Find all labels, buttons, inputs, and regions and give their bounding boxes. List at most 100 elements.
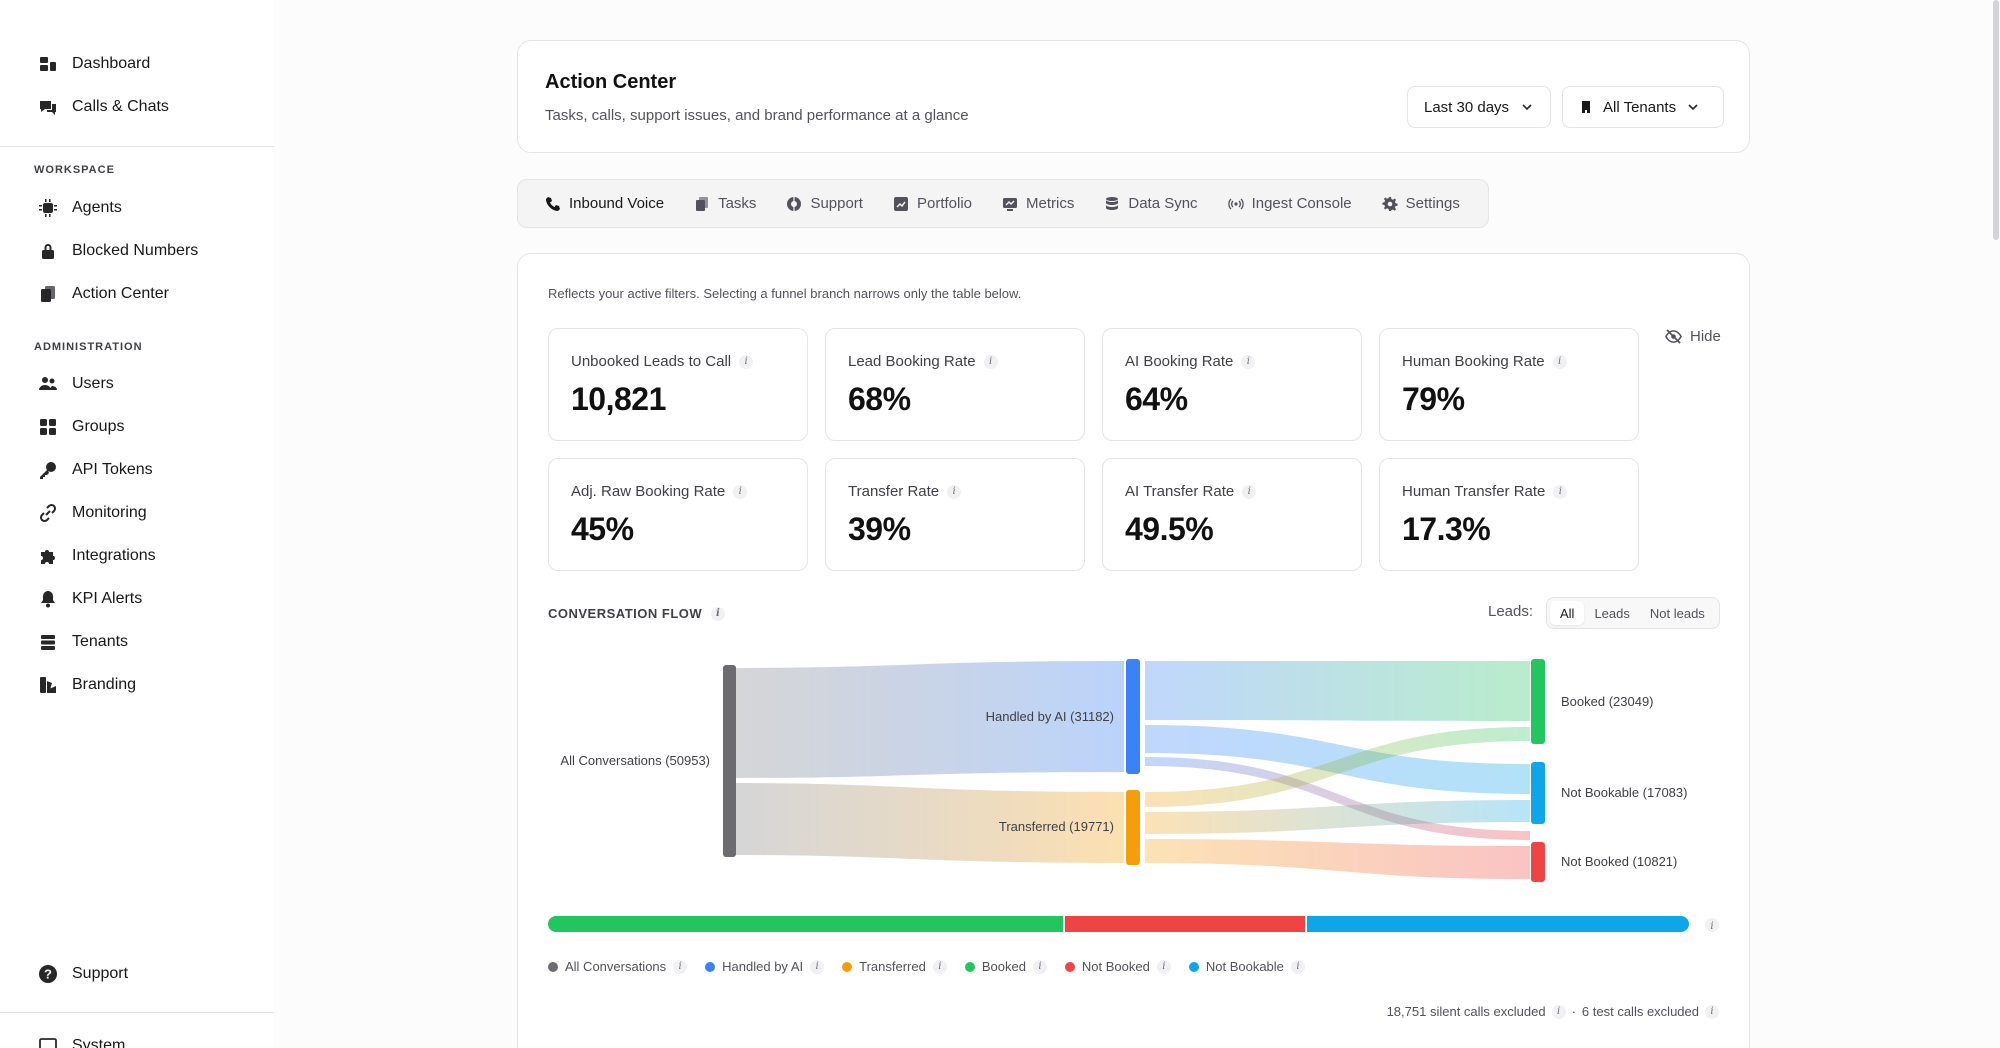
kpi-ai-transfer-rate[interactable]: AI Transfer Rate i 49.5% (1102, 458, 1362, 571)
tab-support[interactable]: Support (771, 186, 878, 222)
outcome-bar-join (1055, 916, 1063, 932)
legend-booked[interactable]: Booked i (964, 959, 1047, 974)
tab-tasks[interactable]: Tasks (679, 186, 771, 222)
tab-label: Inbound Voice (569, 195, 665, 212)
sidebar-item-groups[interactable]: Groups (38, 411, 124, 443)
tab-ingest-console[interactable]: Ingest Console (1213, 186, 1367, 222)
sidebar-item-agents[interactable]: Agents (38, 192, 122, 224)
link-all-to-ai[interactable] (730, 661, 1124, 778)
outcome-bar-booked[interactable] (548, 916, 1063, 932)
sidebar-item-calls-chats[interactable]: Calls & Chats (38, 91, 169, 123)
sidebar-item-monitoring[interactable]: Monitoring (38, 497, 147, 529)
node-transferred[interactable] (1126, 790, 1140, 865)
link-ai-to-not-booked[interactable] (1145, 757, 1530, 840)
tab-inbound-voice[interactable]: Inbound Voice (530, 186, 679, 222)
link-ai-to-booked[interactable] (1145, 661, 1530, 721)
sidebar-item-support[interactable]: ? Support (38, 958, 128, 990)
clipboard-icon (38, 284, 58, 304)
node-not-booked[interactable] (1531, 842, 1545, 882)
info-icon[interactable]: i (711, 606, 726, 621)
bell-icon (38, 589, 58, 609)
info-icon[interactable]: i (1156, 959, 1171, 974)
tab-data-sync[interactable]: Data Sync (1089, 186, 1212, 222)
page-scrollbar[interactable] (1993, 0, 1999, 240)
sidebar-item-users[interactable]: Users (38, 368, 114, 400)
node-all-conversations[interactable] (723, 665, 736, 857)
legend-label: Handled by AI (722, 959, 804, 974)
monitor-icon (1003, 197, 1018, 211)
kpi-value: 17.3% (1402, 511, 1491, 547)
legend-transferred[interactable]: Transferred i (842, 959, 947, 974)
info-icon[interactable]: i (1032, 959, 1047, 974)
sidebar-item-branding[interactable]: Branding (38, 669, 136, 701)
page-subtitle: Tasks, calls, support issues, and brand … (545, 107, 969, 124)
tab-settings[interactable]: Settings (1367, 186, 1475, 222)
legend-not-bookable[interactable]: Not Bookable i (1188, 959, 1305, 974)
kpi-human-transfer-rate[interactable]: Human Transfer Rate i 17.3% (1379, 458, 1639, 571)
kpi-lead-booking-rate[interactable]: Lead Booking Rate i 68% (825, 328, 1085, 441)
link-transferred-to-booked[interactable] (1145, 727, 1530, 807)
info-icon[interactable]: i (1552, 354, 1567, 369)
node-handled-by-ai[interactable] (1126, 659, 1140, 774)
tab-label: Settings (1405, 195, 1460, 212)
info-icon[interactable] (1705, 918, 1719, 932)
info-icon[interactable]: i (947, 484, 962, 499)
sidebar-item-label: Tenants (72, 633, 129, 650)
sidebar-item-system[interactable]: System (38, 1030, 125, 1048)
info-icon[interactable]: i (1242, 484, 1257, 499)
sidebar-item-label: System (72, 1037, 126, 1048)
sidebar-item-blocked-numbers[interactable]: Blocked Numbers (38, 235, 198, 267)
legend-all-conversations[interactable]: All Conversations i (548, 959, 688, 974)
kpi-transfer-rate[interactable]: Transfer Rate i 39% (825, 458, 1085, 571)
tab-metrics[interactable]: Metrics (987, 186, 1089, 222)
info-icon[interactable]: i (1553, 484, 1568, 499)
kpi-adj-raw-booking-rate[interactable]: Adj. Raw Booking Rate i 45% (548, 458, 808, 571)
info-icon[interactable]: i (673, 959, 688, 974)
sidebar-item-label: KPI Alerts (72, 590, 143, 607)
kpi-value: 79% (1402, 381, 1465, 417)
hide-kpis-button[interactable]: Hide (1665, 328, 1721, 345)
sidebar-item-label: Monitoring (72, 504, 147, 521)
info-icon[interactable]: i (1705, 1004, 1719, 1019)
kpi-human-booking-rate[interactable]: Human Booking Rate i 79% (1379, 328, 1639, 441)
tenant-select[interactable]: All Tenants (1562, 86, 1724, 128)
sidebar-item-integrations[interactable]: Integrations (38, 540, 156, 572)
sidebar-item-tenants[interactable]: Tenants (38, 626, 128, 658)
outcome-bar-not-bookable[interactable] (1307, 916, 1689, 932)
info-icon[interactable]: i (739, 354, 754, 369)
sidebar-item-action-center[interactable]: Action Center (38, 278, 169, 310)
link-ai-to-not-bookable[interactable] (1145, 725, 1530, 794)
link-all-to-transferred[interactable] (730, 783, 1124, 863)
tab-portfolio[interactable]: Portfolio (878, 186, 987, 222)
outcome-bar-not-booked[interactable] (1065, 916, 1305, 932)
leads-filter-leads[interactable]: Leads (1594, 605, 1630, 621)
link-transferred-to-not-bookable[interactable] (1145, 800, 1530, 834)
sidebar-item-kpi-alerts[interactable]: KPI Alerts (38, 583, 142, 615)
info-icon[interactable]: i (1241, 354, 1256, 369)
info-icon[interactable]: i (810, 959, 825, 974)
info-icon[interactable]: i (1551, 1004, 1566, 1019)
kpi-unbooked-leads[interactable]: Unbooked Leads to Call i 10,821 (548, 328, 808, 441)
sidebar-item-label: Branding (72, 676, 137, 693)
sidebar-item-api-tokens[interactable]: API Tokens (38, 454, 153, 486)
legend-not-booked[interactable]: Not Booked i (1064, 959, 1171, 974)
info-icon[interactable]: i (1290, 959, 1305, 974)
legend-handled-by-ai[interactable]: Handled by AI i (705, 959, 825, 974)
node-booked[interactable] (1531, 659, 1545, 744)
leads-filter-not-leads[interactable]: Not leads (1649, 605, 1705, 621)
leads-filter-all[interactable]: All (1550, 601, 1585, 625)
date-range-select[interactable]: Last 30 days (1407, 86, 1551, 128)
kpi-label: Transfer Rate (848, 483, 940, 500)
link-transferred-to-not-booked[interactable] (1145, 839, 1530, 879)
kpi-ai-booking-rate[interactable]: AI Booking Rate i 64% (1102, 328, 1362, 441)
node-not-bookable[interactable] (1531, 762, 1545, 824)
sidebar-item-dashboard[interactable]: Dashboard (38, 48, 150, 80)
info-icon[interactable]: i (733, 484, 748, 499)
svg-text:?: ? (44, 967, 52, 982)
gear-icon (1382, 196, 1398, 211)
info-icon[interactable]: i (983, 354, 998, 369)
info-icon[interactable]: i (932, 959, 947, 974)
chevron-down-icon (1522, 104, 1532, 111)
node-label-not-booked: Not Booked (10821) (1561, 854, 1677, 869)
tab-label: Metrics (1026, 195, 1075, 212)
